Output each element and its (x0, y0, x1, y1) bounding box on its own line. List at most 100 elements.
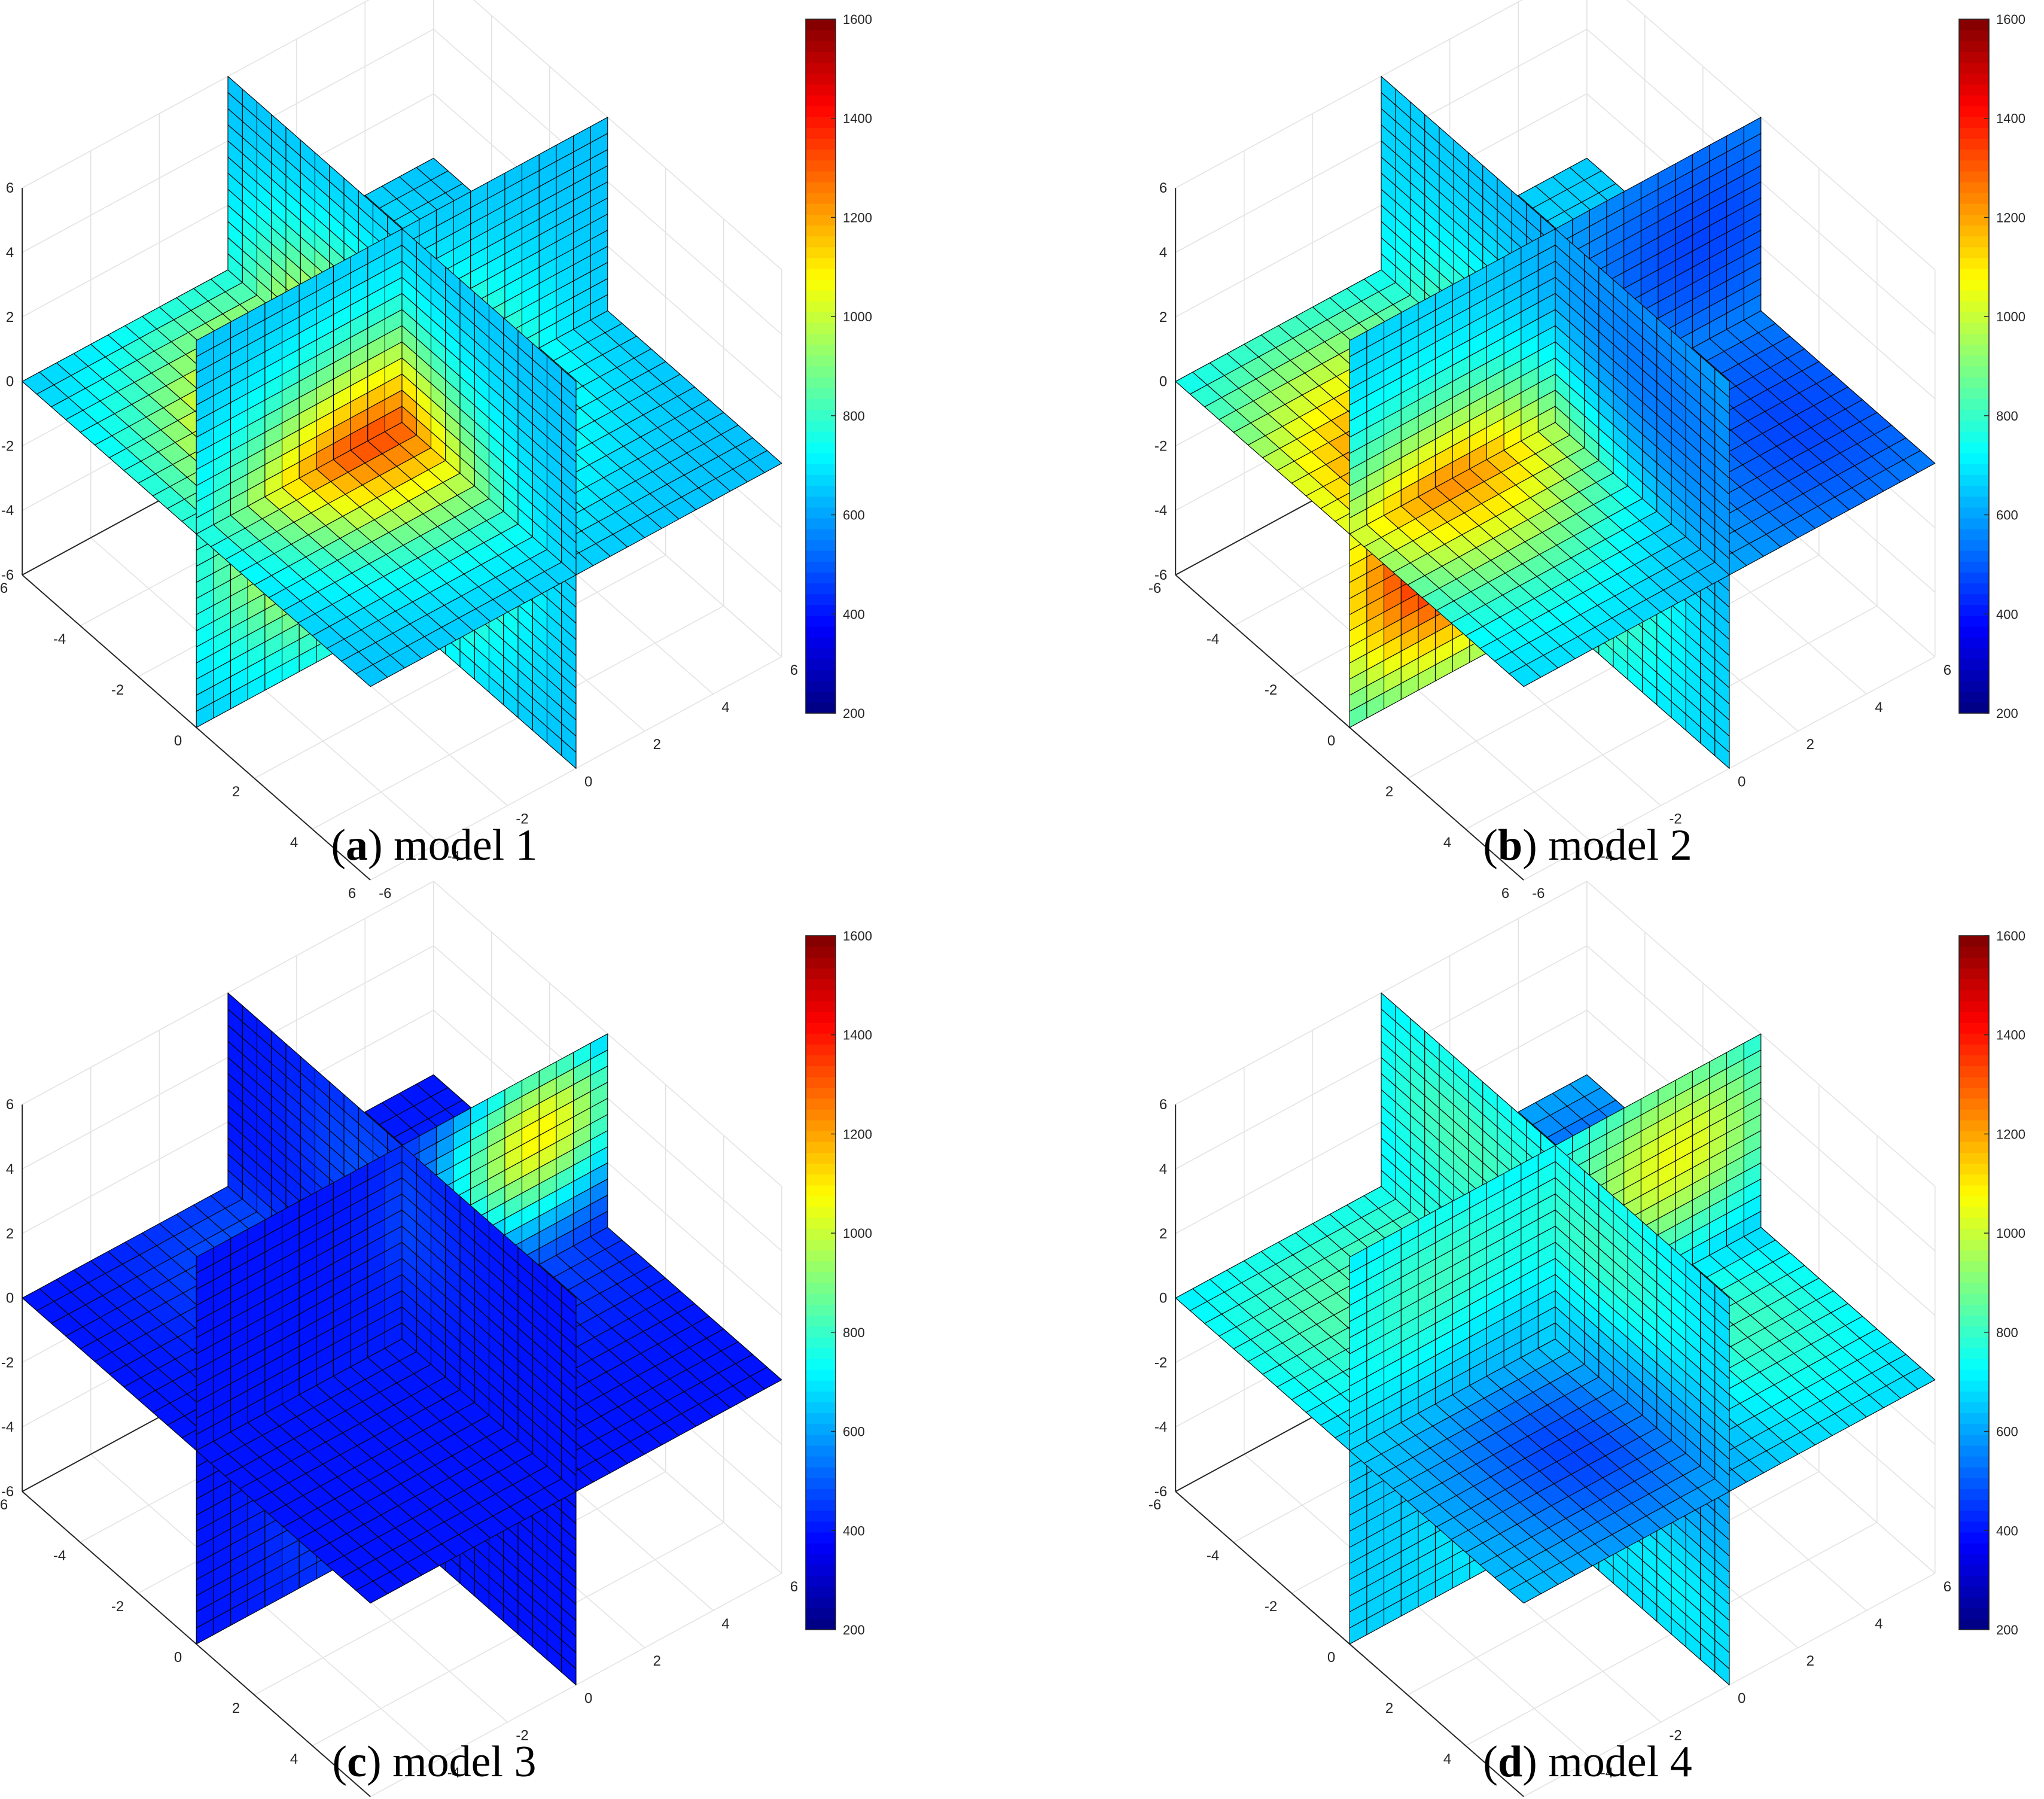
x-tick-label: 0 (1327, 733, 1335, 749)
colorbar-swatch (1959, 279, 1989, 291)
colorbar-swatch (1959, 702, 1989, 714)
colorbar-swatch (1959, 420, 1989, 432)
colorbar-swatch (806, 583, 836, 595)
colorbar-swatch (1959, 431, 1989, 443)
colorbar-swatch (806, 388, 836, 399)
colorbar-swatch (1959, 19, 1989, 31)
colorbar-swatch (1959, 626, 1989, 638)
colorbar-swatch (1959, 561, 1989, 573)
colorbar-swatch (1959, 246, 1989, 258)
x-tick-label: -6 (0, 580, 8, 596)
colorbar-swatch (806, 73, 836, 85)
z-tick-label: -2 (1154, 438, 1167, 454)
caption-paren-open: ( (1483, 821, 1498, 870)
colorbar-swatch (806, 246, 836, 258)
colorbar-tick-label: 1400 (843, 111, 872, 126)
colorbar-swatch (1959, 301, 1989, 312)
colorbar-swatch (1959, 160, 1989, 172)
colorbar-tick-label: 1200 (1996, 210, 2025, 225)
colorbar-swatch (806, 572, 836, 584)
colorbar-swatch (1959, 268, 1989, 280)
colorbar-swatch (806, 322, 836, 334)
slice-cell-x0 (196, 331, 214, 357)
z-tick-label: -4 (1, 503, 14, 519)
caption-paren-close: ) (1522, 821, 1548, 870)
colorbar-swatch (806, 464, 836, 475)
colorbar-swatch (806, 431, 836, 443)
colorbar-swatch (806, 377, 836, 388)
colorbar-swatch (806, 366, 836, 378)
colorbar-swatch (1959, 507, 1989, 519)
colorbar-swatch (806, 95, 836, 106)
colorbar-swatch (806, 344, 836, 356)
y-tick-label: -6 (1532, 885, 1545, 902)
colorbar-swatch (806, 496, 836, 508)
colorbar-swatch (1959, 193, 1989, 204)
caption-paren-close: ) (368, 821, 394, 870)
z-tick-label: 4 (6, 245, 14, 261)
colorbar-swatch (1959, 388, 1989, 399)
z-tick-label: 0 (1159, 374, 1167, 390)
colorbar-swatch (806, 236, 836, 248)
colorbar-swatch (806, 528, 836, 540)
colorbar-swatch (806, 680, 836, 692)
slice-cells (22, 993, 782, 1685)
colorbar-swatch (1959, 95, 1989, 106)
colorbar-swatch (1959, 615, 1989, 627)
colorbar-swatch (1959, 257, 1989, 269)
colorbar-swatch (1959, 680, 1989, 692)
colorbar-swatch (1959, 409, 1989, 421)
colorbar-swatch (1959, 540, 1989, 551)
x-tick-label: 0 (174, 733, 182, 749)
colorbar-tick-label: 1600 (1996, 12, 2025, 27)
slice-cells (1175, 76, 1936, 769)
colorbar-swatch (806, 149, 836, 161)
y-tick-label: -6 (379, 885, 391, 902)
colorbar-swatch (806, 268, 836, 280)
panel-a: -6-4-20246-6-4-20246-6-4-202461600140012… (0, 0, 872, 902)
colorbar-swatch (806, 669, 836, 681)
colorbar-swatch (806, 507, 836, 519)
y-tick-label: 0 (584, 774, 592, 790)
colorbar-swatch (1959, 127, 1989, 139)
colorbar-swatch (806, 312, 836, 324)
colorbar-swatch (1959, 84, 1989, 96)
colorbar-swatch (806, 702, 836, 714)
z-tick-label: 4 (1159, 245, 1167, 261)
colorbar-tick-label: 200 (1996, 706, 2018, 721)
colorbar-swatch (806, 290, 836, 302)
colorbar-swatch (806, 409, 836, 421)
colorbar-swatch (1959, 30, 1989, 41)
colorbar-swatch (806, 485, 836, 497)
colorbar-swatch (1959, 377, 1989, 388)
colorbar-swatch (1959, 583, 1989, 595)
colorbar-swatch (806, 301, 836, 312)
z-tick-label: 0 (6, 374, 14, 390)
colorbar-swatch (806, 51, 836, 63)
colorbar-tick-label: 200 (843, 706, 865, 721)
colorbar-swatch (806, 540, 836, 551)
x-tick-label: -4 (1207, 631, 1219, 647)
colorbar-swatch (1959, 214, 1989, 226)
y-tick-label: -2 (516, 811, 528, 827)
colorbar-swatch (1959, 366, 1989, 378)
x-tick-label: 6 (348, 885, 356, 902)
z-tick-label: -6 (1, 567, 14, 583)
y-tick-label: 4 (1875, 699, 1882, 716)
colorbar-swatch (1959, 691, 1989, 703)
colorbar-swatch (806, 171, 836, 182)
colorbar-swatch (1959, 474, 1989, 486)
colorbar-swatch (1959, 496, 1989, 508)
colorbar-swatch (1959, 138, 1989, 150)
x-tick-label: -4 (53, 631, 66, 647)
x-tick-label: -2 (111, 682, 124, 698)
colorbar-swatch (806, 30, 836, 41)
colorbar-swatch (1959, 572, 1989, 584)
colorbar-swatch (1959, 528, 1989, 540)
colorbar-swatch (806, 420, 836, 432)
colorbar-swatch (806, 550, 836, 562)
z-tick-label: 6 (1159, 180, 1167, 196)
colorbar-swatch (1959, 106, 1989, 117)
